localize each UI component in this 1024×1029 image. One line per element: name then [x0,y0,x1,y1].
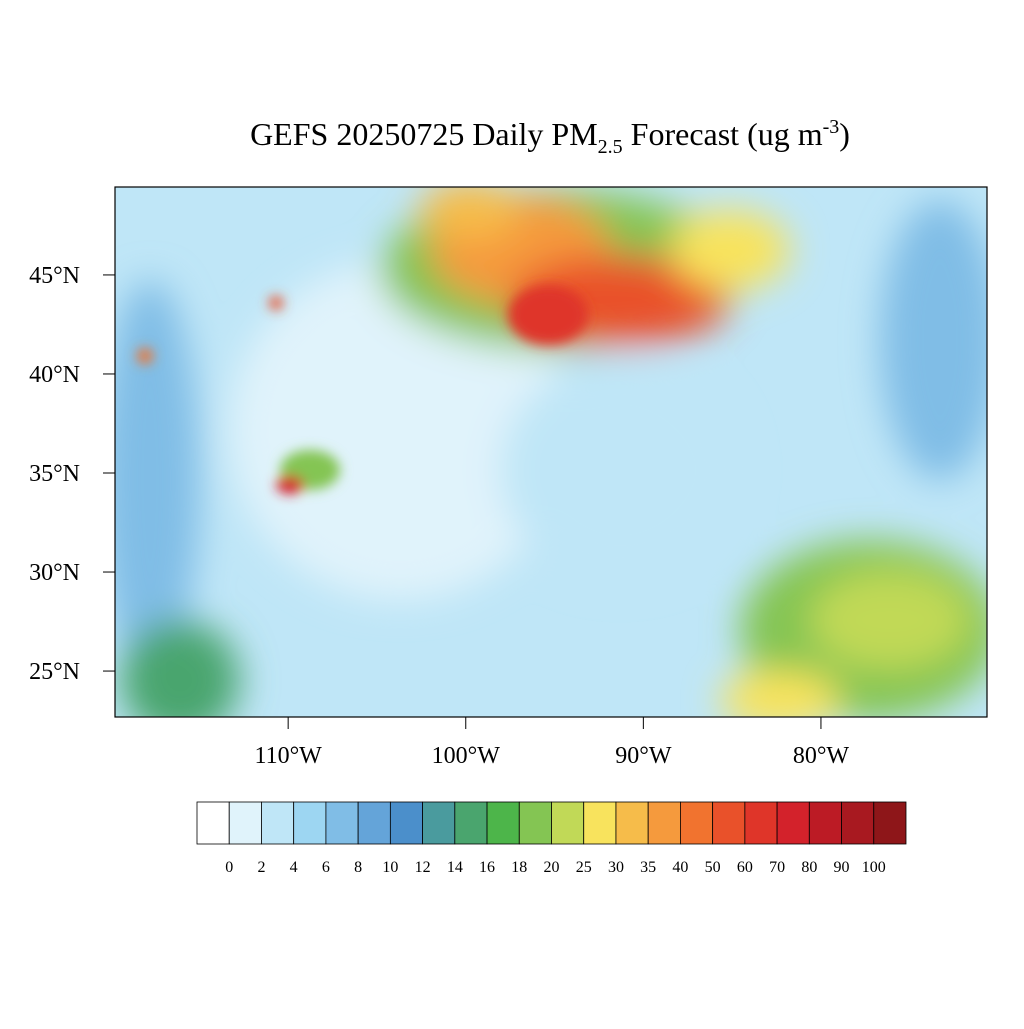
colorbar-label: 35 [640,859,656,876]
colorbar-label: 18 [511,859,527,876]
lat-tick-label: 30°N [29,560,80,586]
colorbar-label: 30 [608,859,624,876]
lon-tick-label: 80°W [793,743,850,769]
map-field [115,187,987,717]
colorbar-label: 2 [257,859,265,876]
colorbar-box [389,801,423,845]
lon-tick-label: 100°W [432,743,501,769]
colorbar-box [680,801,714,845]
map-frame [114,186,988,718]
colorbar-label: 4 [290,859,298,876]
colorbar-label: 10 [382,859,398,876]
colorbar-box [551,801,585,845]
colorbar-label: 80 [801,859,817,876]
colorbar-label: 20 [544,859,560,876]
map-title: GEFS 20250725 Daily PM2.5 Forecast (ug m… [250,116,850,158]
colorbar-box [486,801,520,845]
lat-tick-label: 40°N [29,362,80,388]
colorbar-box [196,801,230,845]
lon-tick-label: 110°W [254,743,322,769]
colorbar-box [261,801,295,845]
colorbar-label: 25 [576,859,592,876]
colorbar-label: 0 [225,859,233,876]
lon-tick-label: 90°W [615,743,672,769]
colorbar-label: 14 [447,859,463,876]
colorbar-box [325,801,359,845]
colorbar-box [422,801,456,845]
colorbar-box [454,801,488,845]
colorbar-box [808,801,842,845]
colorbar-label: 6 [322,859,330,876]
colorbar-box [873,801,907,845]
lat-tick-label: 25°N [29,659,80,685]
colorbar-label: 12 [415,859,431,876]
colorbar: 0 2 4 6 8 10 12 14 16 18 20 25 30 35 40 50 60 70 80 90 100 [196,801,907,876]
colorbar-label: 90 [834,859,850,876]
colorbar-box [518,801,552,845]
axis-ticks: 110°W 100°W 90°W 80°W 45°N 40°N 35°N 30°N 25°N [29,263,849,769]
colorbar-box [583,801,617,845]
colorbar-label: 60 [737,859,753,876]
colorbar-box [293,801,327,845]
colorbar-box [712,801,746,845]
colorbar-label: 50 [705,859,721,876]
colorbar-box [744,801,778,845]
colorbar-box [228,801,262,845]
colorbar-box [357,801,391,845]
colorbar-label: 100 [862,859,886,876]
colorbar-box [841,801,875,845]
lat-tick-label: 45°N [29,263,80,289]
colorbar-box [776,801,810,845]
lat-tick-label: 35°N [29,461,80,487]
colorbar-box [615,801,649,845]
colorbar-label: 40 [672,859,688,876]
colorbar-label: 8 [354,859,362,876]
colorbar-box [647,801,681,845]
colorbar-label: 16 [479,859,495,876]
colorbar-label: 70 [769,859,785,876]
